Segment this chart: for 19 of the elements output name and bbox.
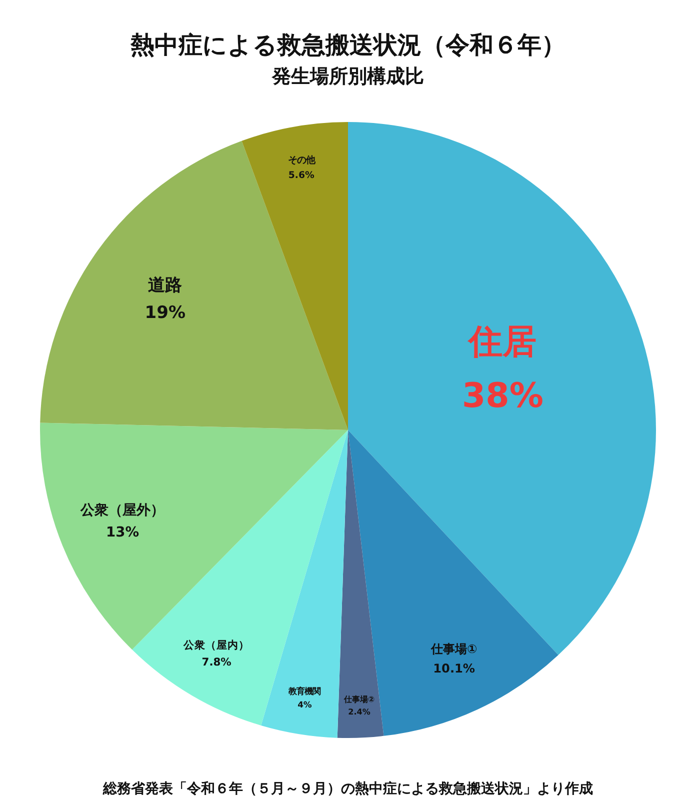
data-label: 38%	[462, 376, 544, 416]
data-label: 10.1%	[433, 662, 475, 676]
data-label: 4%	[298, 699, 312, 710]
data-label: 19%	[144, 302, 186, 323]
data-label: 13%	[106, 524, 140, 540]
slice-label: その他	[288, 155, 316, 166]
chart-title: 熱中症による救急搬送状況（令和６年）	[130, 31, 566, 59]
text: 総務省発表「令和６年（５月～９月）の熱中症による救急搬送状況」より作成	[102, 780, 593, 797]
data-label: 7.8%	[202, 656, 232, 669]
data-label: 5.6%	[288, 170, 315, 181]
slice-label: 仕事場②	[342, 694, 375, 704]
slice-label: 道路	[148, 276, 182, 296]
slice-label: 住居	[466, 322, 537, 362]
slice-label: 仕事場①	[430, 642, 478, 656]
chart-subtitle: 発生場所別構成比	[271, 66, 424, 88]
data-label: 2.4%	[348, 708, 370, 717]
slice-label: 公衆（屋外）	[80, 502, 165, 518]
slice-label: 教育機関	[288, 686, 321, 696]
slice-label: 公衆（屋内）	[182, 638, 250, 652]
